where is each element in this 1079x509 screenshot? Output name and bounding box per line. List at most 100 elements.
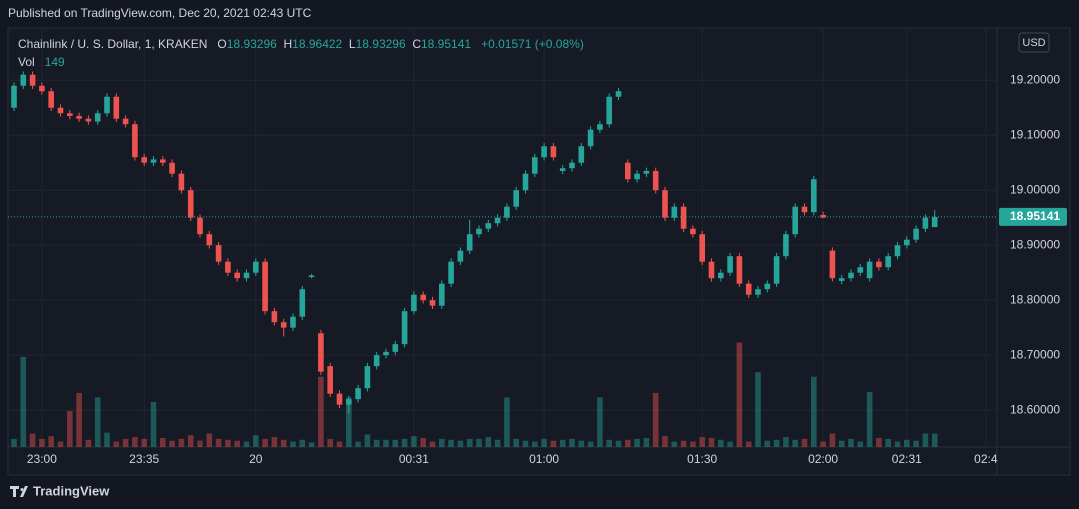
volume-bar [234,440,240,447]
axes-layer: 18.60000 18.70000 18.80000 18.90000 19.00000… [8,72,1067,466]
ohlc-value: 18.93296 [355,37,406,51]
volume-bar [466,438,473,447]
ohlc-key: H [283,37,293,51]
candle-body [122,118,129,125]
volume-bar [20,356,27,447]
x-tick-label: 02:00 [808,452,838,466]
candle-body [373,355,380,367]
volume-bar [820,441,826,447]
volume-bar [708,437,715,447]
volume-bar [690,441,696,447]
volume-bar [243,441,250,447]
volume-bar [848,438,854,447]
volume-bar [876,437,882,447]
volume-bar [141,438,147,447]
currency-box[interactable] [1018,32,1050,53]
volume-bar [811,376,817,447]
candle-body [401,311,408,345]
change: +0.01571 (+0.08%) [481,37,584,51]
currency-label[interactable]: USD [1022,37,1045,49]
candle-body [597,124,603,130]
volume-bar [39,438,45,447]
published-note: Published on TradingView.com, Dec 20, 20… [8,6,312,20]
volume-bar [485,437,492,447]
candle-body [876,261,882,268]
volume-bar [457,440,464,447]
candle-body [866,261,873,279]
volume-bar [597,397,603,447]
candle-body [801,206,808,213]
volume-bar [253,435,259,447]
candle-body [718,272,724,279]
volume-bar [187,435,194,447]
candle-body [820,214,826,218]
volume-bar [494,439,501,447]
candle-body [913,228,919,240]
volume-bar [476,438,482,447]
candle-body [829,250,836,279]
candle-body [485,223,492,229]
candle-body [215,245,222,262]
candle-body [541,146,547,158]
candle-layer [11,71,938,414]
x-tick-label: 20 [249,452,263,466]
candle-body [550,146,557,158]
last-price-box [999,207,1067,226]
candle-body [652,170,659,191]
volume-bar [448,439,454,447]
candle-body [225,261,231,273]
candle-body [838,278,845,281]
candle-body [671,206,678,218]
candle-body [132,124,138,158]
candle-body [662,190,668,218]
candle-body [187,190,194,218]
volume-bar [885,438,891,447]
volume-label: Vol [18,55,35,69]
candle-body [494,217,501,224]
ohlc-value: 18.93296 [226,37,277,51]
x-tick-label: 23:00 [27,452,57,466]
volume-bar [262,438,268,447]
volume-bar [764,440,771,447]
y-tick-label: 18.70000 [1010,347,1060,361]
volume-bar [625,439,631,447]
volume-bar [215,438,222,447]
candle-body [643,170,650,174]
candle-body [792,206,798,235]
volume-bar [206,433,213,447]
volume-bar [271,437,278,447]
candle-body [783,234,789,257]
volume-bar [727,441,733,447]
volume-bar [178,438,185,447]
candle-body [848,272,854,279]
volume-bar [29,433,36,447]
volume-bar [299,439,306,447]
volume-bar [160,437,166,447]
candle-body [569,162,575,169]
volume-bar [336,441,343,447]
x-tick-label: 02:4 [974,452,998,466]
candle-body [39,85,45,92]
volume-bar [922,433,929,447]
candle-body [885,256,891,268]
volume-bar [913,440,919,447]
candle-body [439,283,445,306]
volume-bar [736,342,743,447]
volume-bar [755,372,761,447]
volume-bar [699,437,705,447]
candle-body [448,261,454,284]
logo-icon [10,486,28,497]
candle-body [922,217,929,229]
candle-body [104,96,110,114]
candle-body [634,173,640,180]
footer-brand: TradingView [33,483,110,498]
candle-body [318,333,324,372]
candle-body [811,179,817,213]
volume-bar [280,439,287,447]
candle-body [299,289,306,317]
volume-bar [559,439,566,447]
candle-body [625,162,631,180]
candle-body [727,256,733,273]
volume-bar [355,441,361,447]
